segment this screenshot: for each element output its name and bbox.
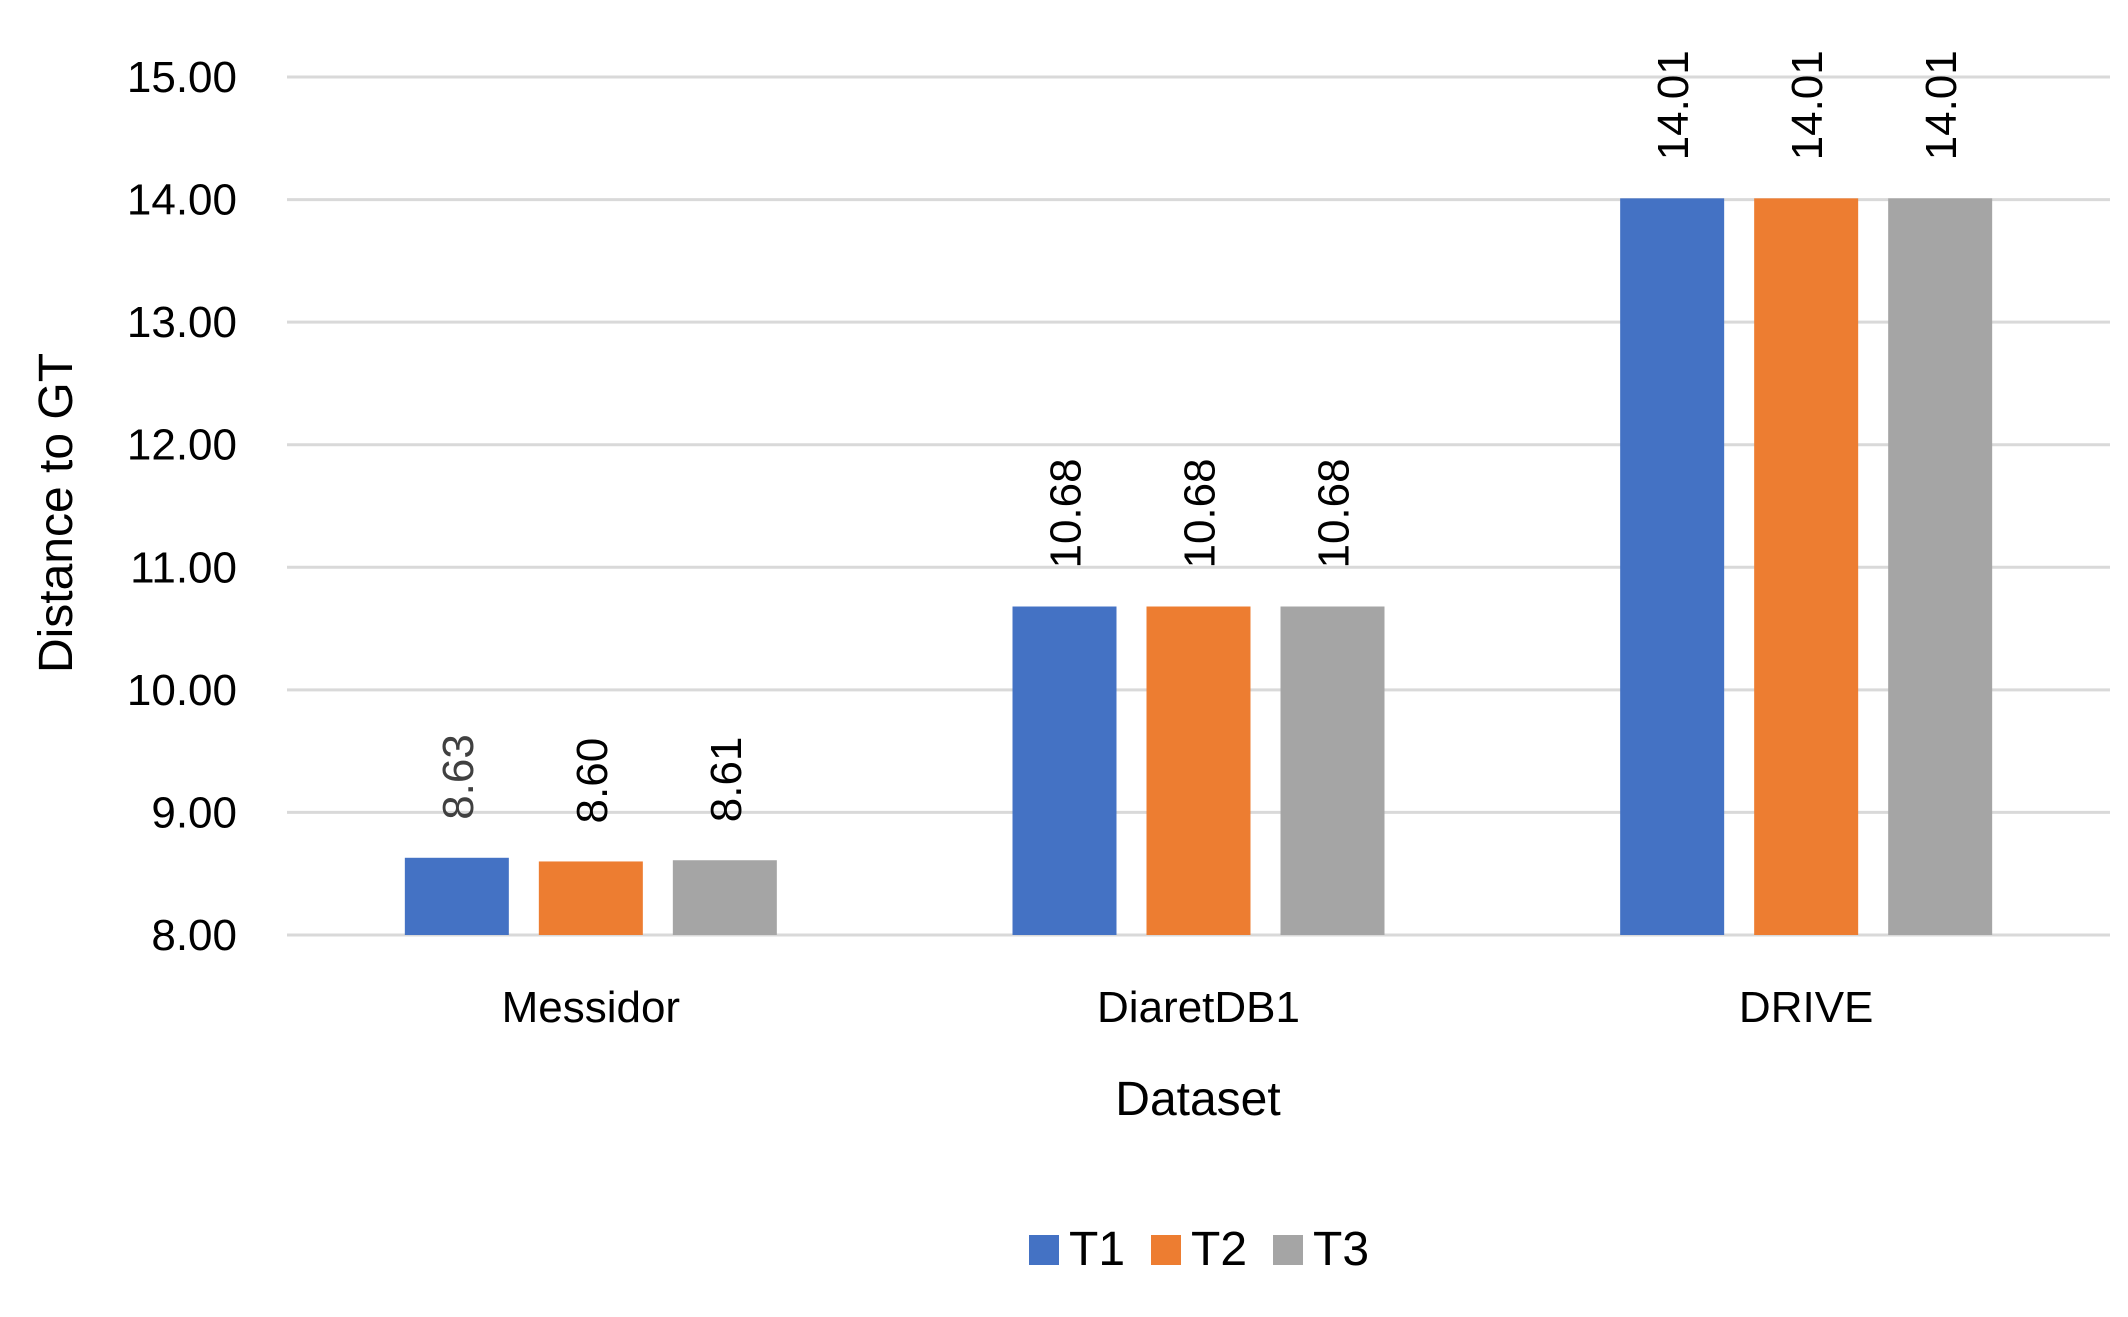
y-tick-label: 9.00 (151, 788, 237, 837)
legend-swatch-t1 (1029, 1235, 1059, 1265)
data-label: 14.01 (1649, 50, 1698, 160)
bar-t1-messidor (404, 857, 509, 935)
data-label: 10.68 (1310, 458, 1359, 568)
bar-t3-diaretdb1 (1280, 606, 1385, 935)
bar-t2-messidor (538, 861, 643, 935)
y-axis-ticks: 8.00 9.00 10.00 11.00 12.00 13.00 14.00 15.00 (127, 53, 237, 960)
y-tick-label: 10.00 (127, 666, 237, 715)
bar-t2-diaretdb1 (1146, 606, 1251, 935)
y-axis-title: Distance to GT (30, 353, 83, 673)
y-tick-label: 11.00 (130, 543, 237, 592)
x-axis-categories: Messidor DiaretDB1 DRIVE (502, 983, 1874, 1032)
x-axis-title: Dataset (1115, 1073, 1280, 1126)
y-tick-label: 13.00 (127, 298, 237, 347)
legend: T1 T2 T3 (1029, 1223, 1369, 1276)
data-label: 10.68 (1176, 458, 1225, 568)
data-label: 14.01 (1917, 50, 1966, 160)
data-label: 8.60 (568, 738, 617, 824)
x-category-label: DiaretDB1 (1097, 983, 1300, 1032)
x-category-label: DRIVE (1739, 983, 1873, 1032)
data-label: 8.61 (702, 737, 751, 823)
y-tick-label: 12.00 (127, 421, 237, 470)
x-category-label: Messidor (502, 983, 681, 1032)
y-tick-label: 15.00 (127, 53, 237, 102)
y-tick-label: 8.00 (151, 911, 237, 960)
data-label: 14.01 (1783, 50, 1832, 160)
legend-swatch-t2 (1151, 1235, 1181, 1265)
bar-t3-drive (1888, 198, 1993, 936)
bar-t3-messidor (672, 860, 777, 935)
bar-t1-diaretdb1 (1012, 606, 1117, 935)
legend-label-t2: T2 (1191, 1223, 1247, 1276)
data-label: 10.68 (1042, 458, 1091, 568)
y-tick-label: 14.00 (127, 176, 237, 225)
bar-t2-drive (1754, 198, 1859, 936)
data-label: 8.63 (434, 734, 483, 820)
legend-label-t1: T1 (1069, 1223, 1125, 1276)
bars (404, 198, 1993, 936)
bar-t1-drive (1620, 198, 1725, 936)
legend-swatch-t3 (1273, 1235, 1303, 1265)
legend-label-t3: T3 (1313, 1223, 1369, 1276)
data-labels: 8.63 8.60 8.61 10.68 10.68 10.68 14.01 14.01 14.… (434, 50, 1966, 823)
